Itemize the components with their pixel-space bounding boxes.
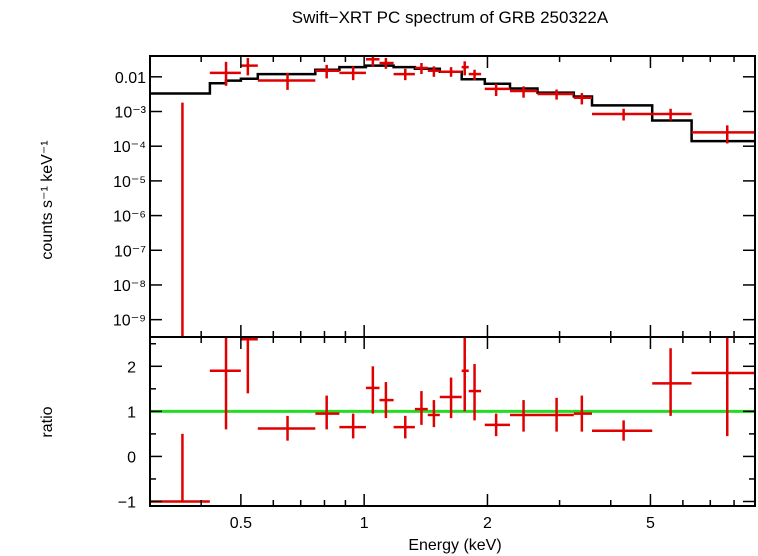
spectrum-data-point xyxy=(652,108,692,121)
ratio-panel: 0.5 1 2 5 −1 0 1 2 ratio Energy (keV) xyxy=(39,336,756,554)
x-tick-label: 0.5 xyxy=(230,515,252,532)
spectrum-data-point xyxy=(573,93,593,105)
ratio-data-point xyxy=(257,415,316,441)
spectrum-data-point xyxy=(439,67,462,77)
ratio-data-point xyxy=(509,400,538,432)
spectrum-data-point xyxy=(484,83,510,96)
ratio-x-ticks: 0.5 1 2 5 xyxy=(149,337,735,532)
x-tick-label: 1 xyxy=(360,515,369,532)
ratio-y-axis-label: ratio xyxy=(39,406,56,437)
y-tick-label: 10⁻³ xyxy=(114,105,146,122)
y-tick-label: 10⁻⁵ xyxy=(113,174,146,191)
ratio-data-point xyxy=(537,397,574,432)
y-tick-label: 2 xyxy=(127,359,136,376)
spectrum-data-point xyxy=(365,56,380,67)
spectrum-data-point xyxy=(240,57,258,76)
spectrum-data-point xyxy=(461,61,469,76)
ratio-data-point xyxy=(691,337,755,437)
ratio-data-point xyxy=(468,364,482,421)
y-tick-label: 10⁻⁶ xyxy=(113,209,146,226)
ratio-data-point xyxy=(339,413,366,439)
ratio-panel-frame xyxy=(149,336,756,507)
spectrum-y-ticks: 0.01 10⁻³ 10⁻⁴ 10⁻⁵ 10⁻⁶ 10⁻⁷ 10⁻⁸ 10⁻⁹ xyxy=(113,70,755,330)
ratio-data-points xyxy=(150,337,755,503)
ratio-data-point xyxy=(393,415,415,439)
spectrum-data-point xyxy=(509,86,538,98)
spectrum-data-point xyxy=(315,64,340,79)
ratio-y-ticks: −1 0 1 2 xyxy=(118,343,755,511)
x-tick-label: 5 xyxy=(646,515,655,532)
ratio-data-point xyxy=(365,366,380,414)
ratio-data-point xyxy=(240,337,258,394)
y-tick-label: 0 xyxy=(127,449,136,466)
spectrum-data-point xyxy=(339,66,366,81)
spectrum-panel: 0.01 10⁻³ 10⁻⁴ 10⁻⁵ 10⁻⁶ 10⁻⁷ 10⁻⁸ 10⁻⁹ counts … xyxy=(39,55,756,338)
spectrum-data-point xyxy=(257,72,316,90)
x-axis-label: Energy (keV) xyxy=(408,537,501,554)
spectrum-data-points xyxy=(181,56,755,337)
chart-title: Swift−XRT PC spectrum of GRB 250322A xyxy=(292,8,609,27)
spectrum-data-point xyxy=(414,63,428,75)
y-tick-label: 10⁻⁸ xyxy=(113,278,146,295)
spectrum-data-point xyxy=(468,69,482,81)
ratio-data-point xyxy=(592,420,653,441)
spectrum-data-point xyxy=(393,68,415,81)
spectrum-data-point xyxy=(379,57,394,69)
ratio-data-point xyxy=(427,400,440,428)
spectrum-data-point xyxy=(691,125,755,144)
y-tick-label: 10⁻⁴ xyxy=(113,139,146,156)
x-tick-label: 2 xyxy=(483,515,492,532)
ratio-data-point xyxy=(209,337,241,430)
y-tick-label: 10⁻⁷ xyxy=(114,243,146,260)
ratio-data-point xyxy=(315,395,340,430)
spectrum-y-axis-label: counts s⁻¹ keV⁻¹ xyxy=(39,140,56,259)
y-tick-label: −1 xyxy=(118,494,136,511)
spectrum-data-point xyxy=(209,61,241,86)
ratio-data-point xyxy=(461,337,469,412)
ratio-data-point xyxy=(573,395,593,432)
ratio-data-point xyxy=(652,348,692,416)
y-tick-label: 10⁻⁹ xyxy=(113,313,146,330)
ratio-data-point xyxy=(414,391,428,425)
spectrum-data-point xyxy=(592,108,653,121)
ratio-data-point xyxy=(439,377,462,419)
ratio-data-point xyxy=(379,382,394,419)
spectrum-data-point xyxy=(427,66,440,77)
y-tick-label: 0.01 xyxy=(115,70,146,87)
spectrum-data-point xyxy=(537,89,574,100)
ratio-data-point xyxy=(484,413,510,437)
y-tick-label: 1 xyxy=(127,404,136,421)
